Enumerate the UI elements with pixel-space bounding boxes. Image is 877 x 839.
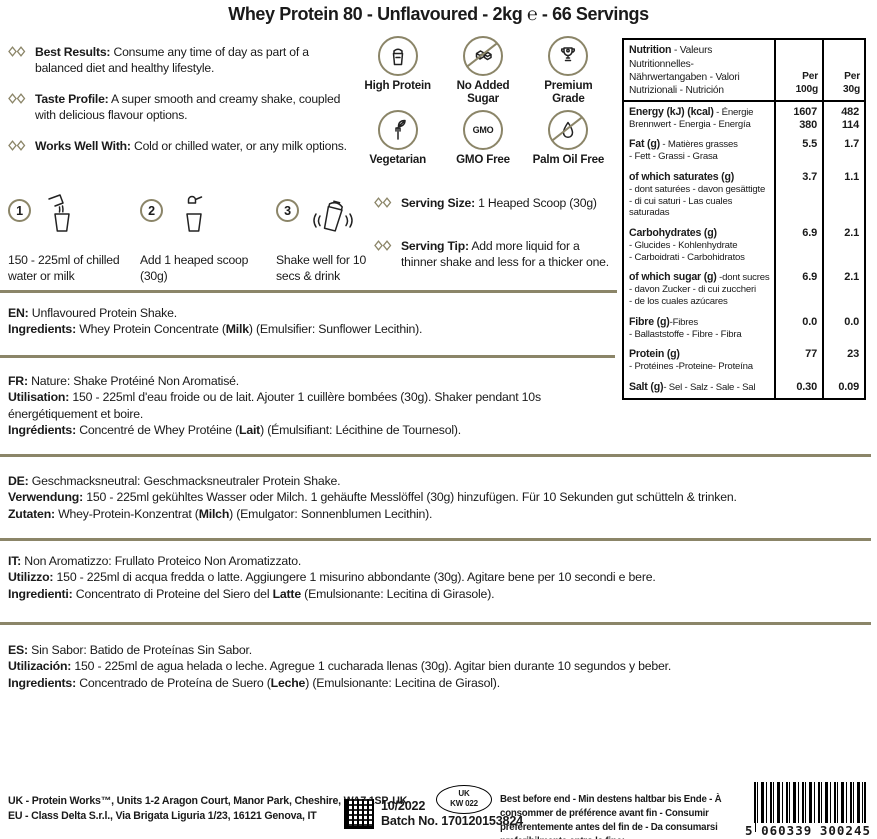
double-diamond-icon: [374, 239, 392, 271]
serving-info: Serving Size: 1 Heaped Scoop (30g) Servi…: [374, 196, 616, 271]
badge-gmo-free: GMO GMO Free: [441, 109, 524, 166]
preparation-steps: 1 150 - 225ml of chilled water or milk 2…: [8, 192, 382, 285]
double-diamond-icon: [8, 138, 26, 154]
badge-label: Palm Oil Free: [532, 152, 605, 166]
step-text: Shake well for 10 secs & drink: [276, 253, 367, 283]
table-row: Fibre (g)-Fibres - Ballaststoffe - Fibre …: [624, 311, 864, 345]
step-number-circle: 3: [276, 199, 299, 222]
divider: [0, 355, 615, 358]
step-number-circle: 2: [140, 199, 163, 222]
lang-block-es: ES: Sin Sabor: Batido de Proteínas Sin S…: [8, 643, 672, 690]
nutrition-header: Nutrition - Valeurs Nutritionnelles- Näh…: [624, 40, 864, 102]
datamatrix-code: [344, 799, 374, 829]
badge-no-added-sugar: No Added Sugar: [441, 36, 524, 105]
list-item: Best Results: Consume any time of day as…: [8, 44, 355, 76]
pour-water-icon: [39, 192, 85, 244]
lang-block-it: IT: Non Aromatizzo: Frullato Proteico No…: [8, 554, 656, 601]
step-2: 2 Add 1 heaped scoop (30g): [140, 192, 276, 285]
best-before-text: Best before end - Min destens haltbar bi…: [500, 794, 722, 839]
nutrition-header-label: Nutrition - Valeurs Nutritionnelles- Näh…: [629, 44, 740, 96]
badge-high-protein: High Protein: [356, 36, 439, 105]
scoop-icon: [171, 192, 217, 244]
divider: [0, 538, 871, 541]
trophy-icon: [548, 36, 589, 76]
uk-approval-stamp: UK KW 022: [436, 785, 492, 814]
col-per30g: Per 30g: [822, 40, 864, 100]
lang-block-fr: FR: Nature: Shake Protéiné Non Aromatisé…: [8, 374, 541, 438]
feature-bullets: Best Results: Consume any time of day as…: [8, 44, 355, 154]
barcode-digits: 5 060339 300245: [744, 823, 872, 838]
step-3: 3 Shake well for 10 secs & drink: [276, 192, 382, 285]
batch-info: 10/2022 Batch No. 170120153824: [381, 799, 523, 830]
table-row: Salt (g)- Sel - Salz - Sale - Sal 0.30 0…: [624, 376, 864, 398]
page-title: Whey Protein 80 - Unflavoured - 2kg ℮ - …: [228, 4, 649, 24]
divider: [0, 290, 617, 293]
badge-label: No Added Sugar: [456, 79, 510, 105]
shaker-icon: [307, 192, 359, 246]
bullet-text: Works Well With: Cold or chilled water, …: [35, 139, 347, 154]
list-item: Works Well With: Cold or chilled water, …: [8, 138, 355, 154]
leaf-fork-icon: [377, 109, 418, 150]
badge-palm-oil-free: Palm Oil Free: [527, 109, 610, 166]
droplet-slash-icon: [548, 109, 589, 150]
table-row: of which sugar (g) -dont sucres - davon Z…: [624, 267, 864, 312]
no-sugar-icon: [462, 36, 503, 76]
lang-block-en: EN: Unflavoured Protein Shake. Ingredien…: [8, 306, 423, 337]
step-text: 150 - 225ml of chilled water or milk: [8, 253, 120, 283]
production-date: 10/2022: [381, 799, 426, 813]
step-number-circle: 1: [8, 199, 31, 222]
serving-size: Serving Size: 1 Heaped Scoop (30g): [374, 196, 616, 212]
badge-label: GMO Free: [456, 152, 510, 166]
bullet-text: Taste Profile: A super smooth and creamy…: [35, 92, 341, 123]
divider: [0, 454, 871, 457]
table-row: Energy (kJ) (kcal) - Énergie Brennwert - …: [624, 101, 864, 135]
step-1: 1 150 - 225ml of chilled water or milk: [8, 192, 140, 285]
batch-number: Batch No. 170120153824: [381, 814, 523, 829]
protein-tub-icon: [377, 36, 418, 76]
badge-label: High Protein: [364, 79, 431, 92]
lang-block-de: DE: Geschmacksneutral: Geschmacksneutral…: [8, 474, 737, 521]
serving-text: Serving Tip: Add more liquid for a thinn…: [401, 238, 609, 269]
badge-label: Premium Grade: [544, 79, 593, 105]
step-text: Add 1 heaped scoop (30g): [140, 253, 249, 283]
badge-vegetarian: Vegetarian: [356, 109, 439, 166]
list-item: Taste Profile: A super smooth and creamy…: [8, 91, 355, 123]
table-row: Protein (g) - Protéines -Proteine- Proteí…: [624, 344, 864, 377]
table-row: of which saturates (g) - dont saturées - …: [624, 166, 864, 223]
divider: [0, 622, 871, 625]
serving-text: Serving Size: 1 Heaped Scoop (30g): [401, 196, 597, 210]
gmo-free-icon: GMO: [462, 109, 503, 150]
nutrition-table: Nutrition - Valeurs Nutritionnelles- Näh…: [622, 38, 866, 400]
table-row: Fat (g) - Matières grasses - Fett - Grass…: [624, 134, 864, 167]
badge-grid: High Protein No Added Sugar Premium Grad…: [356, 36, 610, 166]
manufacturer-address: UK - Protein Works™, Units 1-2 Aragon Co…: [8, 795, 408, 822]
badge-premium-grade: Premium Grade: [527, 36, 610, 105]
badge-label: Vegetarian: [369, 152, 426, 166]
serving-tip: Serving Tip: Add more liquid for a thinn…: [374, 239, 616, 271]
ean-barcode: 5 060339 300245: [744, 782, 872, 838]
bullet-text: Best Results: Consume any time of day as…: [35, 45, 309, 76]
double-diamond-icon: [374, 196, 392, 212]
double-diamond-icon: [8, 44, 26, 76]
table-row: Carbohydrates (g) - Glucides - Kohlenhydr…: [624, 222, 864, 268]
col-per100g: Per 100g: [774, 40, 822, 100]
double-diamond-icon: [8, 91, 26, 123]
